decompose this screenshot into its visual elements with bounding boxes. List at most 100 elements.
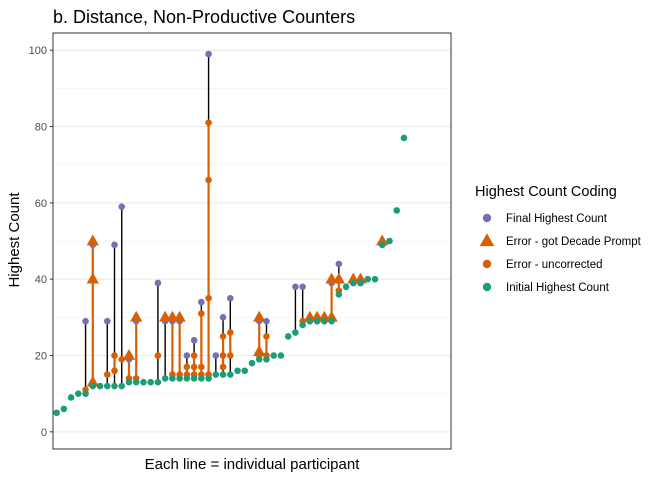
y-tick-label: 80 bbox=[35, 122, 47, 134]
initial-highest-count-point bbox=[284, 333, 292, 340]
initial-highest-count-point bbox=[219, 371, 227, 378]
participant-group bbox=[248, 359, 256, 367]
y-tick-label: 40 bbox=[35, 274, 47, 286]
initial-highest-count-point bbox=[205, 375, 212, 382]
error-uncorrected-point bbox=[190, 363, 198, 371]
participant-group bbox=[118, 203, 126, 390]
error-uncorrected-point bbox=[190, 352, 198, 359]
error-decade-prompt-point bbox=[376, 234, 389, 246]
initial-highest-count-point bbox=[212, 371, 220, 378]
initial-highest-count-point bbox=[292, 329, 299, 336]
error-uncorrected-point bbox=[183, 363, 191, 371]
legend-entry: Initial Highest Count bbox=[482, 282, 610, 294]
initial-highest-count-point bbox=[67, 394, 75, 401]
error-uncorrected-point bbox=[263, 333, 270, 340]
error-decade-prompt-point bbox=[122, 348, 136, 360]
legend-key-circle bbox=[482, 259, 492, 269]
participant-group bbox=[53, 409, 60, 417]
legend-entry: Error - uncorrected bbox=[482, 259, 603, 271]
initial-highest-count-point bbox=[183, 375, 191, 382]
participant-group bbox=[212, 352, 220, 378]
initial-highest-count-point bbox=[118, 382, 126, 390]
initial-highest-count-point bbox=[60, 405, 68, 413]
chart-title: b. Distance, Non-Productive Counters bbox=[53, 7, 355, 27]
initial-highest-count-point bbox=[198, 375, 205, 382]
participant-group bbox=[103, 317, 111, 390]
error-uncorrected-point bbox=[198, 310, 205, 317]
error-decade-prompt-point bbox=[86, 234, 99, 246]
y-axis-title: Highest Count bbox=[6, 192, 23, 288]
legend: Highest Count Coding Final Highest Count… bbox=[475, 184, 642, 294]
final-highest-count-point bbox=[154, 279, 162, 287]
final-highest-count-point bbox=[335, 260, 343, 268]
legend-label: Initial Highest Count bbox=[506, 282, 610, 294]
final-highest-count-point bbox=[103, 317, 111, 325]
x-axis-title: Each line = individual participant bbox=[145, 456, 361, 473]
participant-group bbox=[325, 272, 338, 325]
error-decade-prompt-point bbox=[253, 310, 266, 322]
participant-group bbox=[332, 260, 345, 298]
initial-highest-count-point bbox=[89, 382, 97, 390]
error-uncorrected-point bbox=[226, 329, 234, 336]
final-highest-count-point bbox=[183, 352, 191, 359]
final-highest-count-point bbox=[205, 50, 212, 58]
initial-highest-count-point bbox=[378, 241, 386, 249]
error-uncorrected-point bbox=[111, 367, 118, 375]
participant-group bbox=[386, 237, 393, 245]
error-decade-prompt-point bbox=[86, 272, 99, 284]
participant-group bbox=[60, 405, 68, 413]
initial-highest-count-point bbox=[96, 382, 104, 390]
participant-group bbox=[376, 234, 389, 249]
error-uncorrected-point bbox=[226, 352, 234, 359]
initial-highest-count-point bbox=[234, 367, 241, 375]
initial-highest-count-point bbox=[371, 275, 379, 283]
legend-key-triangle bbox=[479, 233, 495, 247]
participant-group bbox=[299, 283, 306, 329]
y-tick-label: 0 bbox=[41, 427, 47, 439]
initial-highest-count-point bbox=[393, 207, 401, 214]
participant-group bbox=[147, 378, 154, 386]
error-uncorrected-point bbox=[154, 352, 162, 359]
legend-label: Error - uncorrected bbox=[506, 259, 603, 271]
participant-group bbox=[354, 272, 367, 287]
participant-group bbox=[400, 134, 408, 142]
initial-highest-count-point bbox=[277, 352, 285, 359]
participant-group bbox=[96, 382, 104, 390]
y-tick-label: 20 bbox=[35, 350, 47, 362]
error-uncorrected-point bbox=[198, 363, 205, 371]
initial-highest-count-point bbox=[82, 390, 89, 397]
legend-entry: Final Highest Count bbox=[482, 213, 608, 225]
initial-highest-count-point bbox=[248, 359, 256, 367]
participant-group bbox=[67, 394, 75, 401]
plot-area bbox=[52, 32, 452, 450]
initial-highest-count-point bbox=[132, 378, 140, 386]
participant-group bbox=[86, 234, 99, 390]
final-highest-count-point bbox=[82, 317, 89, 325]
participant-group bbox=[205, 50, 212, 382]
panel-border bbox=[52, 32, 452, 450]
error-decade-prompt-point bbox=[354, 272, 367, 284]
participant-group bbox=[82, 317, 89, 397]
final-highest-count-point bbox=[219, 314, 227, 321]
participant-group bbox=[219, 314, 227, 378]
error-decade-prompt-point bbox=[130, 310, 143, 322]
final-highest-count-point bbox=[118, 203, 126, 210]
participant-group bbox=[122, 348, 136, 386]
participant-group bbox=[284, 333, 292, 340]
participant-group bbox=[342, 283, 350, 291]
error-uncorrected-point bbox=[103, 371, 111, 378]
participant-group bbox=[130, 310, 143, 386]
initial-highest-count-point bbox=[400, 134, 408, 142]
participant-group bbox=[75, 390, 82, 397]
final-highest-count-point bbox=[299, 283, 306, 291]
y-tick-label: 60 bbox=[35, 198, 47, 210]
initial-highest-count-point bbox=[176, 375, 183, 382]
legend-key-circle bbox=[482, 213, 492, 223]
legend-label: Final Highest Count bbox=[506, 213, 608, 225]
error-decade-prompt-point bbox=[86, 375, 99, 387]
error-decade-prompt-point bbox=[253, 345, 266, 357]
final-highest-count-point bbox=[226, 294, 234, 302]
participant-group bbox=[241, 367, 249, 375]
initial-highest-count-point bbox=[190, 375, 198, 382]
